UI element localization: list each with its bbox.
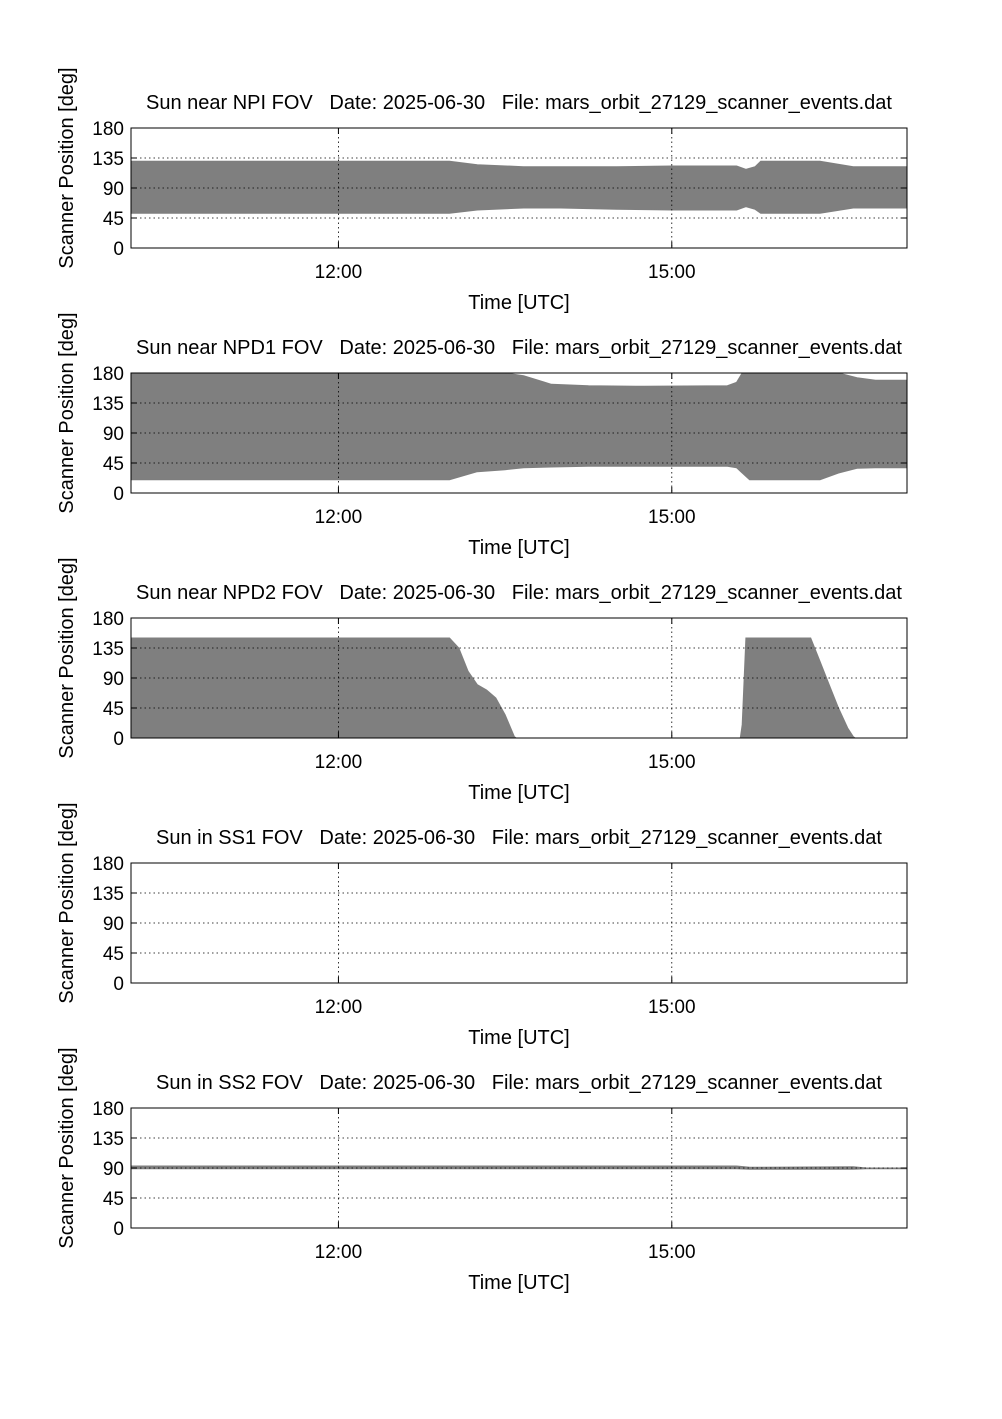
y-tick-label: 90 <box>103 1159 124 1180</box>
y-axis-label: Scanner Position [deg] <box>56 802 78 1003</box>
series-area-1 <box>130 372 908 481</box>
x-axis-label: Time [UTC] <box>468 537 569 559</box>
y-tick-label: 90 <box>103 179 124 200</box>
chart-title: Sun in SS2 FOV Date: 2025-06-30 File: ma… <box>156 1072 882 1094</box>
chart-panel-5: 0 45 90 135 180 12:00 15:00 Sun in SS2 FOV Date… <box>56 1047 908 1294</box>
y-axis-label: Scanner Position [deg] <box>56 312 78 513</box>
y-tick-label: 45 <box>103 209 124 230</box>
chart-panel-1: 0 45 90 135 180 12:00 15:00 Sun near NPI FOV Da… <box>56 67 908 314</box>
y-tick-label: 90 <box>103 914 124 935</box>
chart-title: Sun in SS1 FOV Date: 2025-06-30 File: ma… <box>156 827 882 849</box>
y-axis-label: Scanner Position [deg] <box>56 1047 78 1248</box>
y-tick-label: 90 <box>103 669 124 690</box>
y-tick-label: 180 <box>92 364 124 385</box>
x-tick-label: 15:00 <box>648 1242 696 1263</box>
y-tick-label: 180 <box>92 609 124 630</box>
y-tick-label: 180 <box>92 1099 124 1120</box>
y-tick-label: 0 <box>113 729 124 750</box>
series-area-1 <box>130 160 908 214</box>
chart-title: Sun near NPD1 FOV Date: 2025-06-30 File:… <box>136 337 902 359</box>
x-tick-label: 15:00 <box>648 752 696 773</box>
y-tick-label: 45 <box>103 454 124 475</box>
y-tick-label: 0 <box>113 974 124 995</box>
y-axis-label: Scanner Position [deg] <box>56 557 78 758</box>
y-tick-label: 45 <box>103 944 124 965</box>
chart-title: Sun near NPD2 FOV Date: 2025-06-30 File:… <box>136 582 902 604</box>
y-tick-label: 90 <box>103 424 124 445</box>
chart-panel-4: 0 45 90 135 180 12:00 15:00 Sun in SS1 FOV Date… <box>56 802 908 1049</box>
x-tick-label: 12:00 <box>315 752 363 773</box>
y-tick-label: 45 <box>103 699 124 720</box>
chart-panel-3: 0 45 90 135 180 12:00 15:00 Sun near NPD2 FOV D… <box>56 557 908 804</box>
x-axis-label: Time [UTC] <box>468 1272 569 1294</box>
y-tick-label: 135 <box>92 639 124 660</box>
y-tick-label: 135 <box>92 1129 124 1150</box>
x-tick-label: 15:00 <box>648 997 696 1018</box>
y-tick-label: 135 <box>92 884 124 905</box>
y-tick-label: 45 <box>103 1189 124 1210</box>
y-tick-label: 180 <box>92 854 124 875</box>
x-axis-label: Time [UTC] <box>468 292 569 314</box>
chart-panel-2: 0 45 90 135 180 12:00 15:00 Sun near NPD1 FOV D… <box>56 312 908 559</box>
x-axis-label: Time [UTC] <box>468 782 569 804</box>
chart-title: Sun near NPI FOV Date: 2025-06-30 File: … <box>146 92 892 114</box>
x-tick-label: 12:00 <box>315 262 363 283</box>
y-tick-label: 0 <box>113 1219 124 1240</box>
y-tick-label: 180 <box>92 119 124 140</box>
x-tick-label: 12:00 <box>315 1242 363 1263</box>
x-tick-label: 15:00 <box>648 507 696 528</box>
x-axis-label: Time [UTC] <box>468 1027 569 1049</box>
y-tick-label: 135 <box>92 394 124 415</box>
y-tick-label: 135 <box>92 149 124 170</box>
y-axis-label: Scanner Position [deg] <box>56 67 78 268</box>
x-tick-label: 15:00 <box>648 262 696 283</box>
x-tick-label: 12:00 <box>315 507 363 528</box>
y-tick-label: 0 <box>113 239 124 260</box>
y-tick-label: 0 <box>113 484 124 505</box>
x-tick-label: 12:00 <box>315 997 363 1018</box>
